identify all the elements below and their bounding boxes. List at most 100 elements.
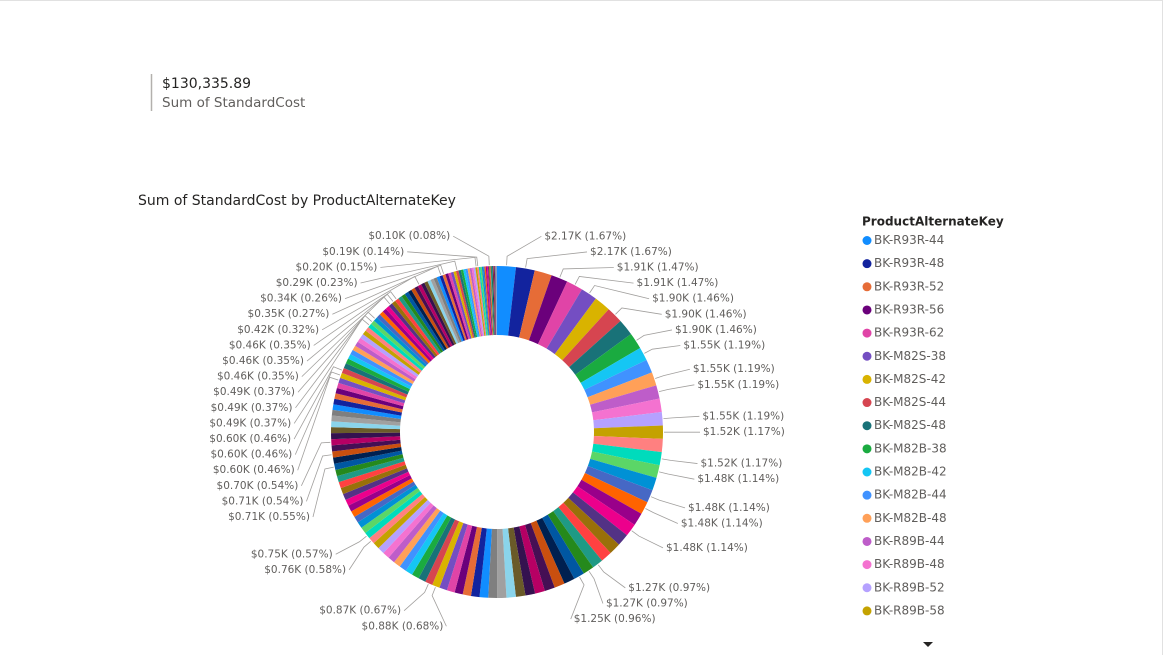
donut-slice (418, 517, 456, 582)
donut-slice (439, 275, 466, 341)
donut-slice (554, 298, 609, 361)
donut-slice (530, 520, 565, 588)
donut-slice (493, 266, 496, 336)
donut-slice (537, 281, 582, 349)
data-label: $0.49K (0.37%) (213, 386, 295, 398)
donut-slice (391, 300, 438, 357)
donut-slice (334, 393, 403, 413)
legend-marker (862, 536, 872, 546)
donut-slice (383, 502, 434, 558)
donut-slice (590, 385, 660, 413)
legend-marker (862, 467, 872, 477)
donut-slice (348, 354, 412, 390)
data-label: $0.71K (0.54%) (222, 495, 304, 507)
donut-slice (331, 439, 401, 452)
data-label: $2.17K (1.67%) (544, 230, 626, 242)
data-label: $0.46K (0.35%) (229, 339, 311, 351)
donut-slice (483, 266, 490, 336)
donut-slice (430, 278, 460, 344)
leader-line (306, 454, 332, 502)
donut-slice (351, 478, 414, 517)
donut-slice (432, 521, 464, 588)
donut-slice (382, 308, 433, 362)
donut-slice (436, 276, 464, 342)
leader-line (295, 315, 373, 409)
donut-slice (336, 457, 405, 483)
donut-slice (365, 327, 422, 373)
donut-slice (536, 517, 575, 584)
donut-slice (388, 303, 436, 359)
data-label: $0.87K (0.67%) (319, 605, 401, 617)
donut-slice (332, 404, 402, 420)
leader-line (407, 251, 479, 267)
donut-slice (340, 464, 408, 495)
data-label: $0.76K (0.58%) (264, 564, 346, 576)
donut-slice (584, 466, 653, 503)
leader-line (570, 576, 585, 620)
leader-line (306, 293, 394, 362)
donut-slice (467, 268, 481, 337)
leader-line (344, 264, 444, 299)
donut-slice (584, 359, 652, 398)
donut-slice (553, 507, 603, 568)
donut-slice (486, 266, 492, 336)
leader-line (313, 291, 397, 346)
data-label: $0.10K (0.08%) (368, 230, 450, 242)
donut-slice (350, 349, 413, 387)
donut-slice (336, 382, 405, 407)
donut-slice (378, 499, 431, 553)
legend-label: BK-M82B-48 (874, 511, 947, 525)
donut-slice (398, 296, 442, 354)
legend-scroll-down[interactable] (923, 642, 933, 647)
legend-label: BK-R93R-56 (874, 302, 944, 316)
leader-line (335, 535, 367, 555)
leader-line (644, 345, 681, 354)
leader-line (297, 376, 339, 471)
leader-line (650, 496, 686, 509)
donut-slice (480, 266, 489, 336)
donut-slice (470, 527, 487, 598)
donut-slice (558, 502, 611, 561)
data-label: $2.17K (1.67%) (590, 246, 672, 258)
donut-slice (365, 490, 423, 539)
donut-slice (369, 493, 425, 544)
donut-slice (373, 317, 427, 367)
donut-slice (562, 309, 621, 368)
donut-slice (411, 287, 449, 349)
legend-label: BK-M82B-44 (874, 488, 947, 502)
donut-slice (575, 334, 641, 383)
data-label: $0.60K (0.46%) (210, 449, 292, 461)
data-label: $1.55K (1.19%) (702, 410, 784, 422)
donut-slice (335, 454, 404, 477)
leader-line (403, 584, 429, 611)
legend-label: BK-R93R-44 (874, 233, 944, 247)
donut-slice (495, 266, 497, 336)
legend-marker (862, 282, 872, 292)
donut-slice (368, 323, 424, 371)
data-label: $1.90K (1.46%) (675, 324, 757, 336)
donut-slice (491, 266, 495, 336)
leader-line (293, 366, 343, 440)
donut-slice (513, 526, 536, 596)
donut-slice (450, 271, 472, 339)
donut-slice (592, 443, 662, 466)
donut-slice (487, 266, 493, 336)
donut-slice (442, 274, 467, 341)
donut-slice (376, 314, 429, 366)
donut-slice (473, 267, 485, 336)
donut-slice (379, 311, 431, 364)
legend-marker (862, 490, 872, 500)
donut-slice (408, 289, 447, 351)
donut-slice (332, 443, 402, 458)
leader-line (615, 307, 662, 315)
donut-slice (335, 388, 404, 410)
leader-line (431, 587, 447, 627)
leader-line (360, 260, 458, 284)
donut-slice (421, 282, 455, 346)
donut-slice (352, 345, 415, 385)
donut-slice (542, 514, 584, 579)
donut-slice (455, 270, 475, 339)
legend-label: BK-R89B-58 (874, 603, 945, 617)
donut-slice (590, 451, 660, 478)
donut-slice (463, 269, 479, 338)
